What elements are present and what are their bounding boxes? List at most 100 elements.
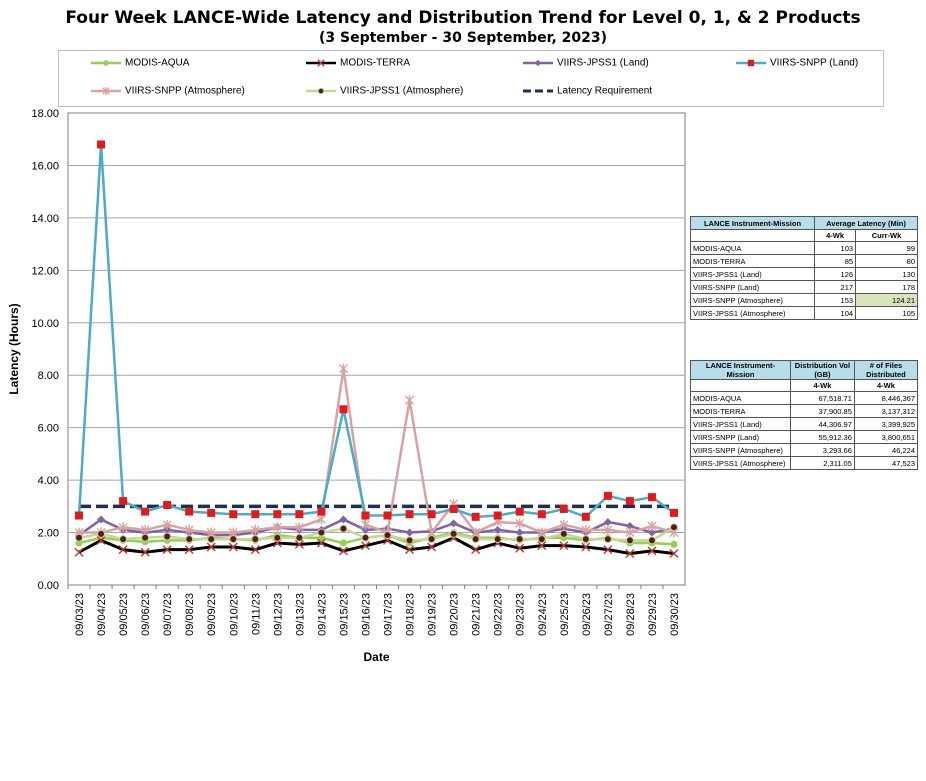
data-point [427,510,436,519]
legend-marker [317,59,325,67]
data-point [493,535,502,544]
data-point [250,545,260,555]
table2-cell-instrument: MODIS-AQUA [690,391,791,405]
legend-item: VIIRS-JPSS1 (Land) [521,57,649,69]
table1-cell-instrument: MODIS-AQUA [689,241,816,255]
data-point [316,538,326,548]
x-tick-label: 09/20/23 [449,593,461,636]
data-point [97,529,106,538]
chart-subtitle: (3 September - 30 September, 2023) [318,30,608,46]
legend-swatch [306,59,336,67]
data-point [603,545,613,555]
table2-header-files: # of Files Distributed [853,360,919,380]
data-point [119,497,128,506]
x-tick-label: 09/24/23 [537,593,549,636]
table2-cell-instrument: VIIRS-JPSS1 (Land) [690,417,791,431]
legend-item: MODIS-TERRA [304,57,410,69]
table2-row: VIIRS-JPSS1 (Land) 44,306.97 3,399,925 [690,417,919,431]
table2-row: VIIRS-JPSS1 (Atmosphere) 2,311.05 47,523 [690,456,919,470]
average-latency-table: LANCE Instrument-Mission Average Latency… [689,216,918,320]
table2-subheader-files-4wk: 4-Wk [853,379,919,392]
data-point [75,511,84,520]
legend-item: MODIS-AQUA [89,57,189,69]
data-point [405,528,414,537]
data-point [338,546,348,556]
table2-cell-instrument: MODIS-TERRA [690,404,791,418]
legend-item: Latency Requirement [521,85,652,97]
data-point [294,539,304,549]
x-tick-label: 09/07/23 [162,593,174,636]
data-point [360,541,370,551]
data-point [515,507,524,516]
legend-marker [317,87,325,95]
x-tick-label: 09/26/23 [581,593,593,636]
data-point [670,540,678,548]
data-point [229,510,238,519]
data-point [383,531,392,540]
data-point [273,533,282,542]
table2-cell-col2: 37,900.85 [789,404,855,418]
legend-label: MODIS-TERRA [340,57,410,69]
data-point [515,518,525,529]
table2-row: MODIS-AQUA 67,518.71 8,446,367 [690,391,919,405]
legend-swatch [306,87,336,95]
table2-header-instrument: LANCE Instrument-Mission [690,360,791,380]
table1-subheader-currwk: Curr-Wk [855,229,918,242]
x-tick-label: 09/03/23 [74,593,86,636]
data-point [449,519,458,528]
chart-title: Four Week LANCE-Wide Latency and Distrib… [65,8,861,28]
table2-cell-col3: 46,224 [853,443,919,457]
data-point [185,535,194,544]
data-point [471,512,480,521]
table2-cell-instrument: VIIRS-SNPP (Land) [690,430,791,444]
data-point [625,536,634,545]
x-tick-label: 09/11/23 [250,593,262,635]
table1-row: MODIS-TERRA 85 80 [689,254,918,268]
table2-subheader-volume-4wk: 4-Wk [789,379,855,392]
legend-item: VIIRS-SNPP (Land) [734,57,858,69]
table1-cell-col3: 99 [855,241,918,255]
data-point [603,535,612,544]
table2-cell-col3: 3,800,651 [853,430,919,444]
series-line [78,536,675,556]
series-line [77,144,675,519]
data-point [273,510,282,519]
table1-cell-instrument: VIIRS-JPSS1 (Land) [689,267,816,281]
x-tick-label: 09/08/23 [184,593,196,636]
data-point [537,510,546,519]
table1-row: VIIRS-SNPP (Land) 217 178 [689,280,918,294]
data-point [118,545,128,555]
table2-cell-col2: 55,912.36 [789,430,855,444]
legend-label: VIIRS-SNPP (Land) [770,57,859,69]
data-point [515,535,524,544]
data-point [625,522,634,530]
table1-cell-col2: 85 [814,254,857,268]
distribution-table: LANCE Instrument-Mission Distribution Vo… [690,360,919,470]
x-tick-label: 09/23/23 [515,593,527,636]
y-tick-label: 2.00 [38,528,59,540]
table2-cell-instrument: VIIRS-JPSS1 (Atmosphere) [690,456,791,470]
table1-cell-col2: 126 [814,267,857,281]
data-point [228,542,238,552]
table2-row: VIIRS-SNPP (Atmosphere) 3,293.66 46,224 [690,443,919,457]
legend-label: VIIRS-JPSS1 (Land) [557,57,649,69]
data-point [603,491,612,500]
table1-cell-col2: 103 [814,241,857,255]
series-viirs-jpss1-atmosphere [75,523,678,545]
x-tick-label: 09/05/23 [118,593,130,636]
y-axis-label: Latency (Hours) [7,303,21,394]
table1-cell-instrument: VIIRS-SNPP (Land) [689,280,816,294]
data-point [338,363,348,374]
table1-cell-col3: 178 [855,280,918,294]
data-point [405,545,415,555]
x-tick-label: 09/18/23 [405,593,417,636]
data-point [118,522,128,533]
data-point [162,545,172,555]
data-point [603,524,613,535]
y-tick-label: 18.00 [31,108,59,120]
legend-marker [747,59,755,67]
legend-item: VIIRS-JPSS1 (Atmosphere) [304,85,463,97]
table1-row: MODIS-AQUA 103 99 [689,241,918,255]
y-tick-label: 8.00 [38,370,59,382]
